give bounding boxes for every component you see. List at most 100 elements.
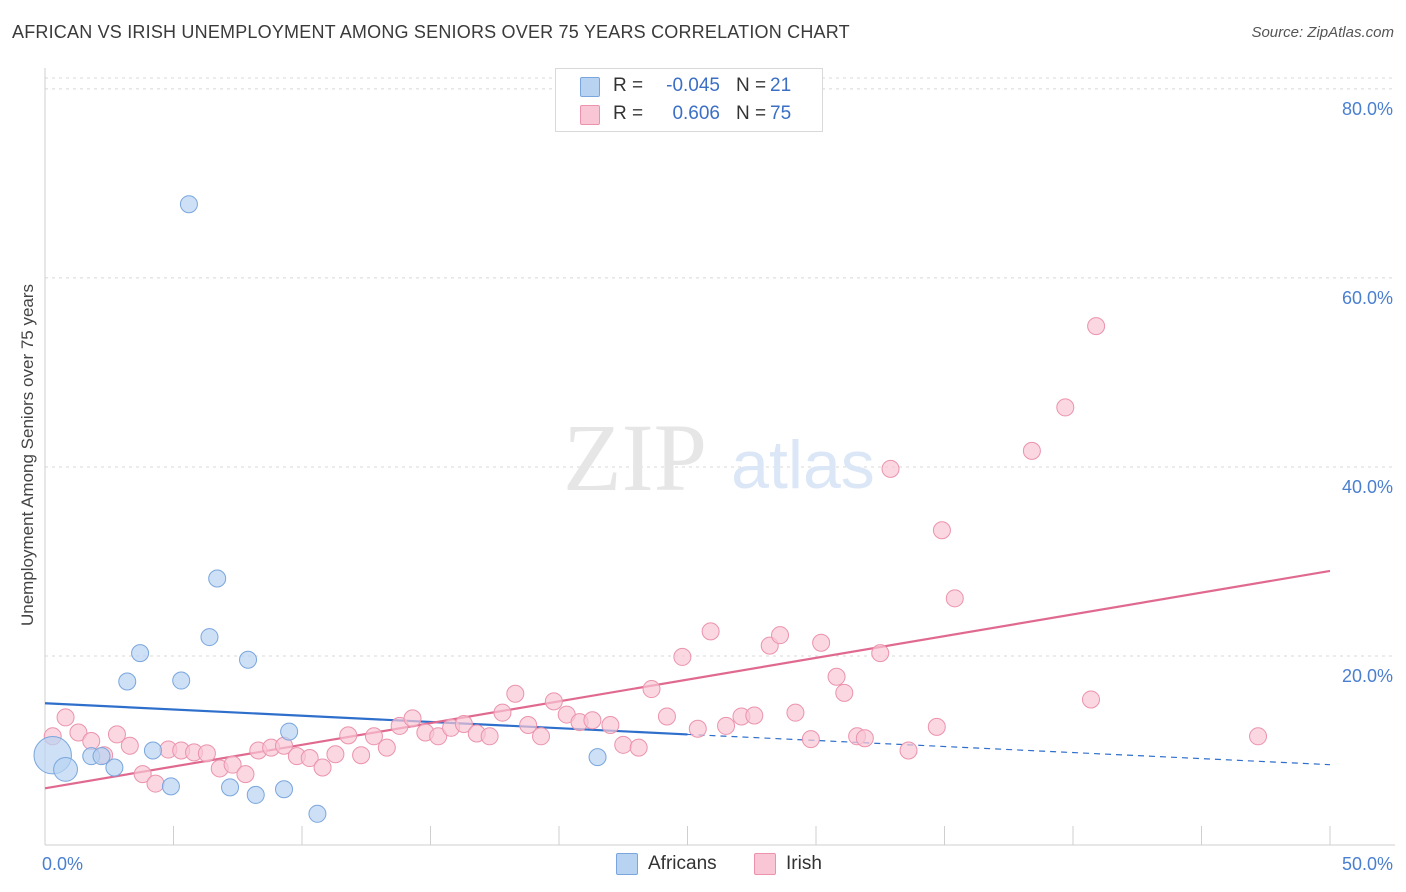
irish-point <box>855 729 874 748</box>
irish-legend-swatch <box>754 853 776 875</box>
irish-point <box>945 589 964 608</box>
irish-point <box>1249 727 1268 746</box>
irish-point <box>771 626 790 645</box>
irish-point <box>429 727 448 746</box>
scatter-points <box>33 195 1268 823</box>
irish-point <box>583 711 602 730</box>
irish-point <box>532 727 551 746</box>
y-tick-label: 40.0% <box>1342 477 1393 497</box>
legend-n-label: N = <box>736 103 767 124</box>
irish-point <box>786 703 805 722</box>
irish-point <box>300 749 319 768</box>
africans-legend-swatch <box>616 853 638 875</box>
legend-r-value: 0.606 <box>672 103 720 124</box>
africans-point <box>588 748 607 767</box>
tick-labels: 20.0% 40.0% 60.0% 80.0% 0.0% 50.0% <box>42 99 1393 874</box>
legend-n-label: N = <box>736 75 767 96</box>
legend-row-irish: R = 0.606 N = 75 <box>556 100 822 128</box>
irish-point <box>827 667 846 686</box>
x-tick-label: 50.0% <box>1342 854 1393 874</box>
source-label: Source: ZipAtlas.com <box>1251 24 1394 41</box>
irish-point <box>56 708 75 727</box>
africans-point <box>280 722 299 741</box>
irish-point <box>519 715 538 734</box>
africans-point <box>308 804 327 823</box>
irish-point <box>812 633 831 652</box>
irish-point <box>326 745 345 764</box>
irish-point <box>506 684 525 703</box>
irish-point <box>629 738 648 757</box>
africans-point <box>275 780 294 799</box>
axes <box>44 68 1395 846</box>
irish-point <box>223 755 242 774</box>
irish-point <box>1056 398 1075 417</box>
y-tick-label: 60.0% <box>1342 288 1393 308</box>
irish-point <box>146 774 165 793</box>
irish-point <box>107 725 126 744</box>
africans-point <box>208 569 227 588</box>
irish-point <box>197 744 216 763</box>
africans-point <box>172 671 191 690</box>
africans-point <box>200 628 219 647</box>
africans-point <box>53 756 78 782</box>
y-axis-label: Unemployment Among Seniors over 75 years <box>18 284 37 626</box>
irish-point <box>899 741 918 760</box>
legend-n-value: 75 <box>770 103 792 124</box>
y-tick-label: 80.0% <box>1342 99 1393 119</box>
africans-point <box>131 644 150 663</box>
irish-point <box>120 736 139 755</box>
irish-point <box>642 680 661 699</box>
irish-trend-line <box>44 569 1331 790</box>
correlation-legend: R = -0.045 N = 21 R = 0.606 N = 75 <box>555 68 823 132</box>
irish-point <box>352 746 371 765</box>
trend-lines <box>44 569 1331 790</box>
y-tick-label: 20.0% <box>1342 666 1393 686</box>
irish-point <box>480 727 499 746</box>
legend-r-label: R = <box>613 75 644 96</box>
africans-point <box>179 195 198 214</box>
irish-point <box>932 521 951 540</box>
irish-point <box>69 723 88 742</box>
irish-point <box>1087 317 1106 336</box>
legend-row-africans: R = -0.045 N = 21 <box>556 72 822 100</box>
x-tick-label: 0.0% <box>42 854 83 874</box>
legend-r-value: -0.045 <box>666 75 720 96</box>
irish-point <box>339 726 358 745</box>
irish-point <box>871 644 890 663</box>
irish-point <box>614 735 633 754</box>
irish-swatch <box>580 105 600 125</box>
irish-point <box>364 727 383 746</box>
africans-point <box>246 785 265 804</box>
irish-point <box>377 738 396 757</box>
irish-point <box>601 715 620 734</box>
irish-point <box>701 622 720 641</box>
irish-point <box>673 647 692 666</box>
watermark: ZIP atlas <box>563 404 875 511</box>
irish-point <box>801 730 820 749</box>
africans-point <box>118 672 137 691</box>
irish-point <box>493 703 512 722</box>
gridlines <box>45 77 1395 657</box>
irish-point <box>717 716 736 735</box>
watermark-atlas: atlas <box>731 427 875 503</box>
africans-point <box>161 777 180 796</box>
irish-point <box>133 765 152 784</box>
irish-point <box>835 683 854 702</box>
watermark-zip: ZIP <box>563 404 707 511</box>
irish-legend-label: Irish <box>786 853 822 874</box>
africans-point <box>92 747 111 766</box>
irish-point <box>881 459 900 478</box>
legend-r-label: R = <box>613 103 644 124</box>
africans-trend-extension <box>687 733 1331 766</box>
africans-point <box>221 778 240 797</box>
irish-point <box>1022 441 1041 460</box>
irish-point <box>403 709 422 728</box>
irish-point <box>745 706 764 725</box>
irish-point <box>927 717 946 736</box>
irish-point <box>82 732 101 751</box>
africans-swatch <box>580 77 600 97</box>
irish-point <box>236 765 255 784</box>
irish-point <box>313 758 332 777</box>
irish-point <box>688 719 707 738</box>
